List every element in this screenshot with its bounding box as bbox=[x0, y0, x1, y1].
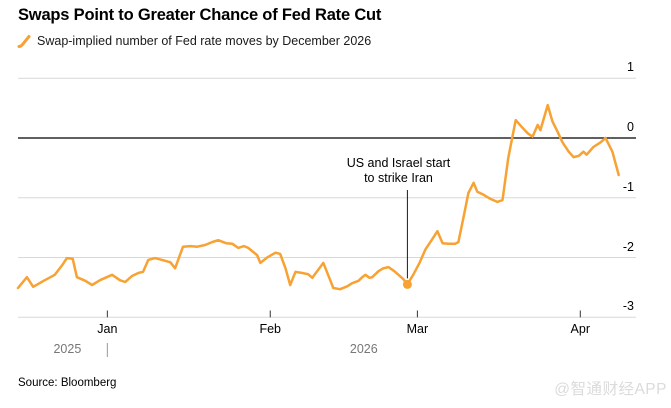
y-axis-label: -1 bbox=[622, 179, 634, 194]
month-label: Feb bbox=[259, 322, 281, 336]
annotation-text-line1: US and Israel start bbox=[346, 156, 451, 170]
month-label: Jan bbox=[97, 322, 118, 336]
year-label: 2026 bbox=[349, 342, 378, 356]
annotation-text-line2: to strike Iran bbox=[364, 170, 433, 185]
chart-title: Swaps Point to Greater Chance of Fed Rat… bbox=[18, 6, 382, 24]
annotation-text: US and Israel start to strike Iran bbox=[323, 156, 473, 185]
legend-label: Swap-implied number of Fed rate moves by… bbox=[37, 34, 372, 48]
x-axis-ticks bbox=[106, 310, 581, 318]
y-axis-label: -2 bbox=[622, 239, 634, 254]
legend: Swap-implied number of Fed rate moves by… bbox=[17, 34, 371, 48]
legend-slash-icon bbox=[17, 35, 31, 48]
y-axis-label: 0 bbox=[627, 120, 634, 134]
month-label: Apr bbox=[570, 322, 590, 336]
gridlines bbox=[18, 77, 636, 318]
watermark: @智通财经APP bbox=[554, 381, 667, 398]
source-note: Source: Bloomberg bbox=[18, 377, 117, 389]
year-label: 2025 bbox=[53, 342, 82, 356]
y-axis-label: -3 bbox=[622, 299, 634, 314]
month-label: Mar bbox=[406, 322, 429, 336]
series-line-swap-implied bbox=[16, 103, 620, 291]
event-marker-dot bbox=[402, 279, 412, 289]
y-axis-label: 1 bbox=[627, 60, 634, 75]
